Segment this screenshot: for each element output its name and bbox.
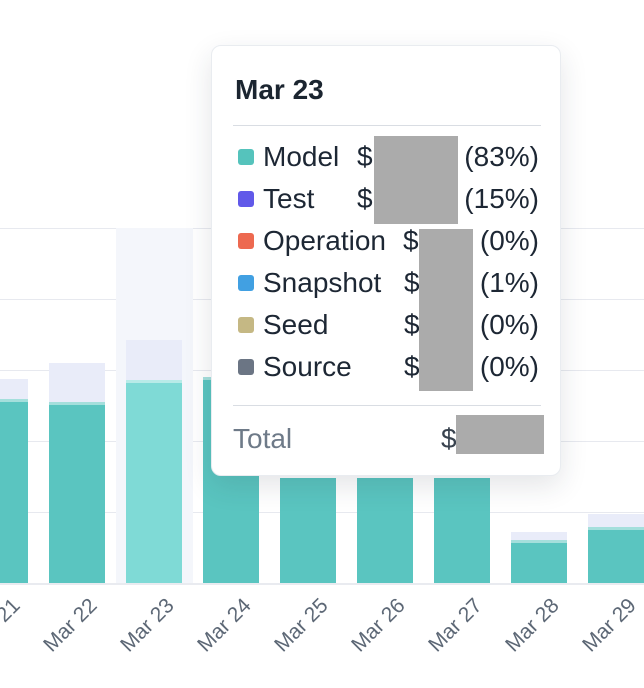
operation-percent: (0%) (479, 225, 539, 256)
test-value-dollar: $ (357, 183, 373, 214)
snapshot-series-swatch (238, 275, 254, 291)
x-axis-label-mar-27: Mar 27 (423, 594, 487, 657)
tooltip-title: Mar 23 (235, 74, 324, 105)
tooltip-row-model: Model $ (83%) (212, 136, 560, 178)
bar-top-strip-mar-21 (0, 399, 28, 402)
bar-segment-mar-22[interactable] (49, 402, 105, 583)
model-series-label: Model (263, 141, 340, 172)
test-series-swatch (238, 191, 254, 207)
bar-cap-segment-mar-22[interactable] (49, 363, 105, 402)
x-axis-label-mar-26: Mar 26 (346, 594, 410, 657)
x-axis-label-mar-23: Mar 23 (115, 594, 179, 657)
operation-value-dollar: $ (403, 225, 419, 256)
x-axis-line (0, 583, 644, 585)
operation-series-swatch (238, 233, 254, 249)
x-axis-label-mar-25: Mar 25 (269, 594, 333, 657)
bar-segment-mar-25[interactable] (280, 478, 336, 583)
bar-cap-segment-mar-21[interactable] (0, 379, 28, 399)
test-series-label: Test (263, 183, 315, 214)
seed-series-label: Seed (263, 309, 329, 340)
bar-segment-mar-26[interactable] (357, 478, 413, 583)
tooltip-row-snapshot: Snapshot $ (1%) (212, 262, 560, 304)
redaction-box-model-test-values (374, 136, 458, 224)
bar-segment-mar-21[interactable] (0, 399, 28, 583)
bar-cap-segment-mar-28[interactable] (511, 532, 567, 540)
snapshot-series-label: Snapshot (263, 267, 382, 298)
test-percent: (15%) (464, 183, 539, 214)
x-axis-label-mar-22: Mar 22 (38, 594, 102, 657)
model-series-swatch (238, 149, 254, 165)
operation-series-label: Operation (263, 225, 386, 256)
bar-segment-mar-29[interactable] (588, 527, 644, 583)
bar-top-strip-mar-23 (126, 380, 182, 383)
bar-segment-mar-27[interactable] (434, 478, 490, 583)
tooltip-divider (233, 125, 541, 126)
tooltip-divider (233, 405, 541, 406)
bar-segment-mar-28[interactable] (511, 540, 567, 583)
redaction-box-total-value (456, 415, 544, 454)
source-value-dollar: $ (404, 351, 420, 382)
bar-top-strip-mar-29 (588, 527, 644, 530)
snapshot-percent: (1%) (479, 267, 539, 298)
bar-top-strip-mar-28 (511, 540, 567, 543)
x-axis-label-mar-29: Mar 29 (577, 594, 641, 657)
snapshot-value-dollar: $ (404, 267, 420, 298)
tooltip-rows: Model $ (83%) Test $ (15%) Operation $ (0%) Snaps… (212, 136, 560, 388)
tooltip-row-operation: Operation $ (0%) (212, 220, 560, 262)
bar-cap-segment-mar-23[interactable] (126, 340, 182, 380)
x-axis-label-mar-28: Mar 28 (500, 594, 564, 657)
tooltip-row-source: Source $ (0%) (212, 346, 560, 388)
x-axis-label-mar-24: Mar 24 (192, 594, 256, 657)
redaction-box-operation-to-source-values (419, 229, 473, 391)
tooltip-row-seed: Seed $ (0%) (212, 304, 560, 346)
x-axis-label-mar-21: Mar 21 (0, 594, 25, 657)
seed-series-swatch (238, 317, 254, 333)
tooltip-row-test: Test $ (15%) (212, 178, 560, 220)
model-value-dollar: $ (357, 141, 373, 172)
tooltip-total-label: Total (233, 423, 293, 454)
chart-tooltip: Mar 23 Model $ (83%) Test $ (15%) Operation $ (0… (211, 45, 561, 476)
source-series-label: Source (263, 351, 352, 382)
bar-top-strip-mar-22 (49, 402, 105, 405)
seed-value-dollar: $ (404, 309, 420, 340)
tooltip-total-dollar: $ (441, 423, 457, 454)
bar-segment-mar-23[interactable] (126, 380, 182, 583)
bar-cap-segment-mar-29[interactable] (588, 514, 644, 527)
source-percent: (0%) (479, 351, 539, 382)
seed-percent: (0%) (479, 309, 539, 340)
source-series-swatch (238, 359, 254, 375)
model-percent: (83%) (464, 141, 539, 172)
